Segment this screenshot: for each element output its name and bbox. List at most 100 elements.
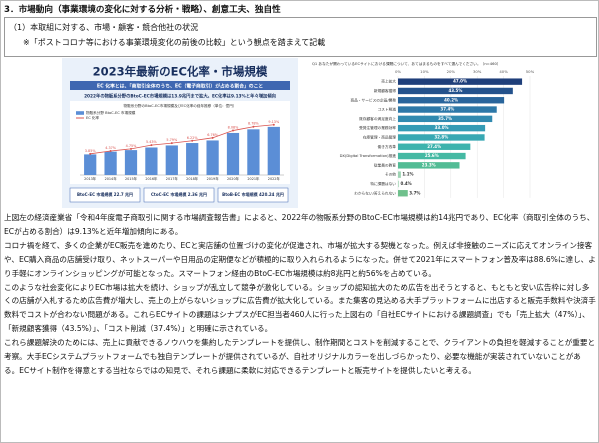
value-label: 43.5%: [448, 88, 462, 93]
issues-figure: Q1 あなたが関わっているECサイトにおける課題について、あてはまるものをすべて…: [310, 58, 542, 208]
value-label: 23.3%: [422, 162, 436, 167]
value-label: 3.7%: [409, 190, 420, 195]
x-tick-label: 2020年: [227, 176, 240, 181]
value-label: 33.0%: [435, 125, 449, 130]
bar: [84, 154, 97, 175]
y-tick-label: 働き方改革: [378, 144, 397, 149]
footer-text: CtoC-EC 市場規模 2.36 兆円: [151, 191, 207, 197]
box-line: （1）本取組に対する、市場・顧客・競合他社の状況: [9, 23, 199, 32]
x-tick-label: 20%: [447, 69, 456, 74]
y-tick-label: 在庫管理・商品管理: [363, 134, 396, 139]
rate-label: 9.13%: [268, 120, 280, 124]
bar: [398, 143, 471, 150]
bar: [247, 129, 260, 175]
x-tick-label: 2016年: [145, 176, 158, 181]
heading: 3．市場動向（事業環境の変化に対する分析・戦略）、創意工夫、独自性: [4, 5, 281, 15]
y-tick-label: 新規顧客獲得: [374, 88, 396, 93]
bar: [398, 171, 401, 178]
paragraph: コロナ禍を経て、多くの企業がEC販売を進めたり、ECと実店舗の位置づけの変化が促…: [4, 240, 596, 278]
y-tick-label: 既存顧客の満足度向上: [359, 116, 396, 121]
section-box: （1）本取組に対する、市場・顧客・競合他社の状況 ※「ポストコロナ等における事業…: [4, 17, 597, 57]
bar: [398, 87, 513, 95]
rate-label: 4.75%: [126, 144, 138, 148]
legend-label: 物販系分野 BtoC-EC 市場規模: [86, 110, 136, 115]
value-label: 40.2%: [444, 97, 458, 102]
bar: [398, 115, 493, 123]
rate-label: 5.79%: [166, 138, 178, 142]
x-tick-label: 2019年: [207, 176, 220, 181]
rate-label: 5.43%: [146, 140, 158, 144]
x-tick-label: 2014年: [105, 176, 118, 181]
x-tick-label: 50%: [526, 69, 535, 74]
value-label: 35.7%: [438, 116, 452, 121]
body-text: 上図左の経済産業省「令和4年度電子商取引に関する市場調査報告書」によると、202…: [4, 211, 596, 378]
x-tick-label: 40%: [499, 69, 508, 74]
bar: [398, 162, 460, 169]
rate-label: 6.76%: [207, 133, 219, 137]
rate-point: [191, 139, 194, 142]
rate-point: [252, 125, 255, 128]
bar: [124, 150, 138, 175]
x-tick-label: 2018年: [186, 176, 199, 181]
figure-note: 2022年の物販系分野のBtoC-EC市場規模は13.9兆円まで拡大。EC化率は…: [84, 93, 276, 100]
rate-point: [170, 142, 173, 145]
bar: [186, 143, 199, 175]
rate-label: 6.22%: [187, 136, 199, 140]
rate-point: [130, 147, 132, 150]
bar: [398, 180, 400, 188]
footer-box: [217, 187, 289, 203]
rate-point: [150, 144, 153, 147]
legend-swatch: [76, 111, 84, 115]
ec-rate-figure: 2023年最新のEC化率・市場規模 EC 化率とは、「商取引全体のうち、EC（電子…: [62, 58, 298, 208]
figure-title: 2023年最新のEC化率・市場規模: [93, 65, 268, 79]
x-tick-label: 10%: [420, 69, 429, 74]
y-tick-label: DX(Digital Transformation)推進: [340, 153, 397, 158]
value-label: 47.0%: [453, 79, 467, 84]
question-text: Q1 あなたが関わっているECサイトにおける課題について、あてはまるものをすべて…: [312, 61, 501, 66]
footer-box: [143, 187, 215, 203]
rate-point: [109, 149, 112, 152]
value-label: 1.1%: [402, 172, 413, 177]
rate-label: 8.78%: [248, 122, 260, 126]
x-tick-label: 2017年: [166, 176, 179, 181]
value-label: 0.4%: [401, 181, 412, 186]
rate-label: 3.85%: [85, 149, 97, 153]
box-line: ※「ポストコロナ等における事業環境変化の前後の比較」という観点を踏まえて記載: [23, 38, 326, 47]
x-tick-label: 30%: [473, 69, 482, 74]
figure-subtitle: EC 化率とは、「商取引全体のうち、EC（電子商取引）が占める割合」のこと: [97, 82, 264, 89]
rate-label: 8.08%: [228, 126, 240, 130]
value-label: 37.4%: [440, 107, 454, 112]
rate-point: [89, 152, 92, 155]
x-tick-label: 0%: [395, 69, 401, 74]
bar: [145, 147, 158, 175]
y-tick-label: 従業員の教育: [374, 162, 396, 167]
rate-point: [272, 123, 275, 126]
bar: [398, 190, 408, 197]
bar: [267, 126, 280, 175]
bar: [104, 151, 117, 175]
footer-text: BtoB-EC 市場規模 420.24 兆円: [222, 191, 284, 197]
footer-text: BtoC-EC 市場規模 22.7 兆円: [77, 191, 133, 197]
paragraph: 上図左の経済産業省「令和4年度電子商取引に関する市場調査報告書」によると、202…: [4, 213, 595, 236]
y-tick-label: その他: [385, 172, 396, 177]
bar: [398, 106, 497, 113]
bar: [398, 134, 485, 141]
y-tick-label: 商品・サービスの企画/開発: [351, 97, 397, 102]
paragraph: このような社会変化によりEC市場は拡大を続け、ショップが乱立して競争が激化してい…: [4, 282, 596, 334]
y-tick-label: 特に課題はない: [370, 181, 396, 186]
bar: [226, 132, 240, 175]
subtitle-band: [70, 81, 290, 90]
legend-label: EC 化率: [86, 115, 100, 120]
y-tick-label: 受発注管理の業務効率: [359, 125, 396, 130]
bar: [206, 140, 219, 175]
rate-point: [232, 129, 234, 132]
x-tick-label: 2013年: [84, 176, 97, 181]
bar: [165, 145, 178, 175]
x-tick-label: 2022年: [268, 176, 281, 181]
chart-title: 物販系分野のBtoC-EC市場規模及びEC化率の経年推移（単位：億円）: [124, 103, 237, 108]
bar: [398, 124, 486, 132]
bar: [398, 78, 523, 85]
rate-point: [211, 136, 214, 139]
rate-line: [90, 124, 274, 155]
